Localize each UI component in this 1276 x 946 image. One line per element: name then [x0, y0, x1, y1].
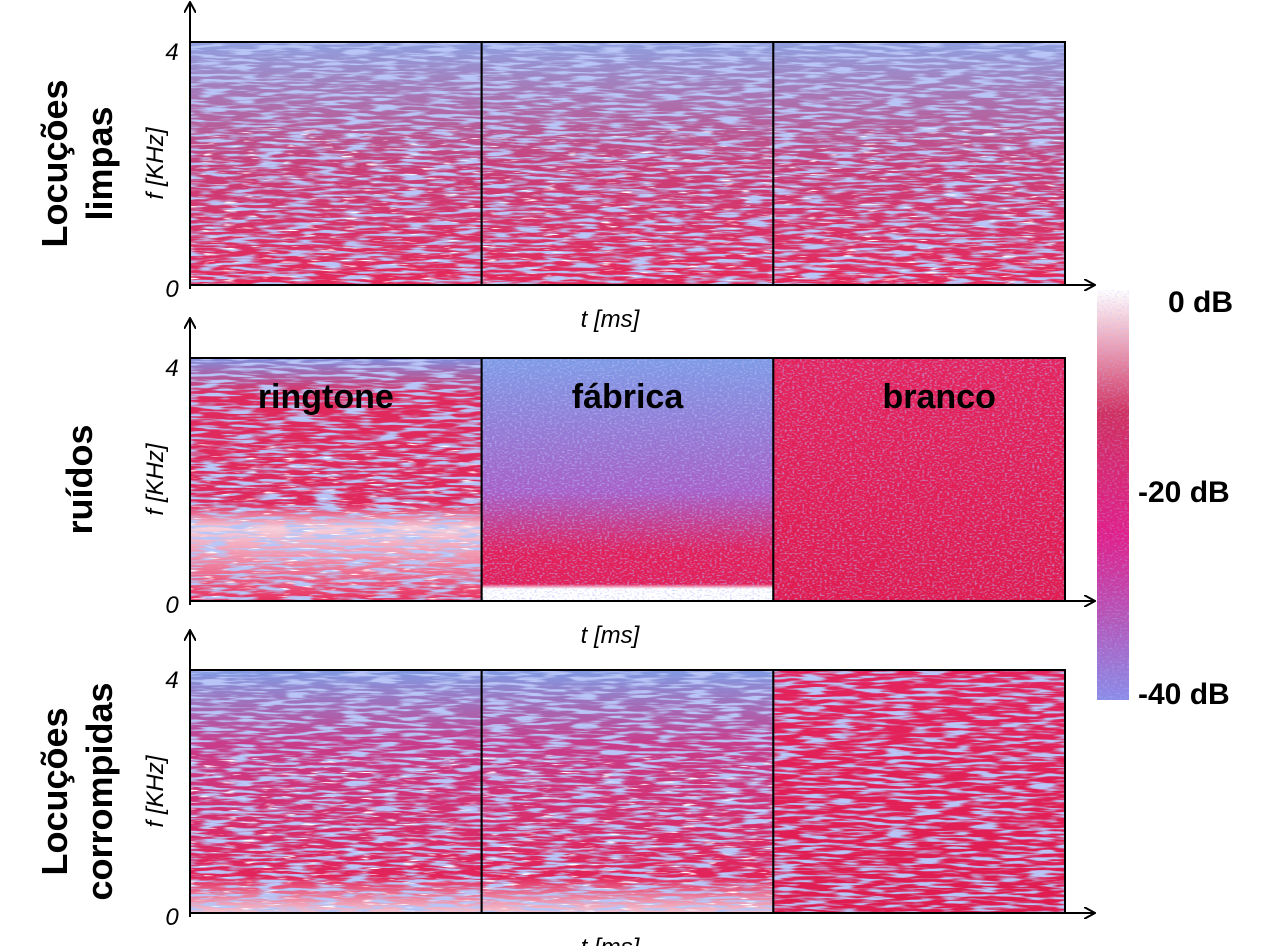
row-label: ruídos: [59, 424, 100, 534]
colorbar-label: 0 dB: [1168, 286, 1233, 319]
y-axis-label: f [KHz]: [142, 442, 169, 515]
spectrogram-harmonics: [481, 127, 774, 285]
noise-label: branco: [882, 378, 995, 416]
y-tick-label: 0: [165, 592, 179, 619]
y-tick-label: 0: [165, 276, 179, 303]
x-axis-label: t [ms]: [581, 934, 641, 946]
row-label: Locuções: [34, 79, 75, 247]
row-label: limpas: [79, 106, 120, 220]
y-axis-label: f [KHz]: [142, 754, 169, 827]
spectrogram-harmonics: [190, 755, 482, 913]
x-axis-label: t [ms]: [581, 306, 641, 333]
spectrogram-harmonics: [190, 443, 482, 601]
y-axis-label: f [KHz]: [142, 126, 169, 199]
x-axis-label: t [ms]: [581, 622, 641, 649]
y-tick-label: 4: [165, 39, 178, 66]
spectrogram-texture: [773, 358, 1065, 601]
colorbar-label: -20 dB: [1138, 476, 1230, 509]
y-tick-label: 4: [165, 355, 178, 382]
noise-label: ringtone: [258, 378, 394, 416]
y-tick-label: 4: [165, 667, 178, 694]
spectrogram-harmonics: [190, 127, 482, 285]
spectrogram-harmonics: [481, 755, 774, 913]
noise-label: fábrica: [572, 378, 685, 416]
spectrogram-harmonics: [773, 127, 1065, 285]
y-tick-label: 0: [165, 904, 179, 931]
spectrograms: [189, 41, 1066, 914]
row-label: corrompidas: [79, 682, 120, 900]
spectrogram-texture: [773, 670, 1065, 913]
row-label: Locuções: [34, 707, 75, 875]
spectrogram-texture: [481, 358, 774, 601]
colorbar-texture: [1097, 290, 1129, 700]
colorbar-label: -40 dB: [1138, 678, 1230, 711]
